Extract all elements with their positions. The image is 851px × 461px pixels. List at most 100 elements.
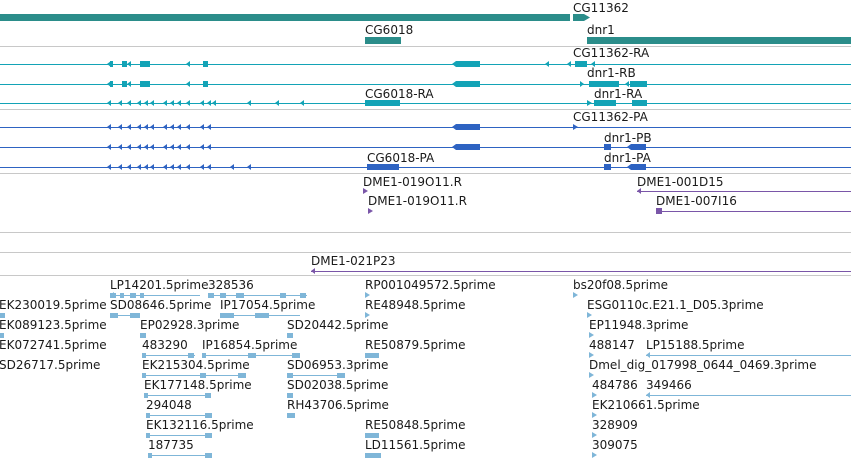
est-label[interactable]: EK215304.5prime xyxy=(142,358,250,372)
est-arrow xyxy=(646,352,650,358)
rna-exon-arrow xyxy=(212,100,216,106)
est-label[interactable]: 187735 xyxy=(148,438,194,452)
pep-exon xyxy=(456,144,480,150)
pep-exon-arrow xyxy=(144,164,148,170)
est-feature xyxy=(280,293,286,298)
est-label[interactable]: LD11561.5prime xyxy=(365,438,466,452)
est-label[interactable]: EK089123.5prime xyxy=(0,318,107,332)
pep-exon-arrow xyxy=(177,144,181,150)
rna-label-cg6018-ra[interactable]: CG6018-RA xyxy=(365,87,434,101)
est-feature xyxy=(236,293,244,298)
est-label[interactable]: RP001049572.5prime xyxy=(365,278,496,292)
est-label[interactable]: EP11948.3prime xyxy=(589,318,689,332)
rna-label-cg11362-ra[interactable]: CG11362-RA xyxy=(573,46,650,60)
est-label[interactable]: EK230019.5prime xyxy=(0,298,107,312)
est-label[interactable]: LP14201.5prime xyxy=(110,278,209,292)
est-label[interactable]: 484786 xyxy=(592,378,638,392)
pep-exon-arrow xyxy=(107,164,111,170)
rna-exon-arrow xyxy=(247,100,251,106)
gene-feature-dnr1 xyxy=(587,37,851,44)
pep-exon-arrow xyxy=(170,124,174,130)
pep-exon-arrow xyxy=(107,124,111,130)
pep-label-cg11362-pa[interactable]: CG11362-PA xyxy=(573,110,648,124)
pep-exon-arrow xyxy=(207,164,211,170)
pep-exon-arrow xyxy=(230,164,234,170)
est-label[interactable]: 328536 xyxy=(208,278,254,292)
est-label[interactable]: EK072741.5prime xyxy=(0,338,107,352)
est-feature xyxy=(365,353,379,358)
est-label[interactable]: EK177148.5prime xyxy=(144,378,252,392)
est-feature xyxy=(365,433,379,438)
clone-label-007i16[interactable]: DME1-007I16 xyxy=(656,194,737,208)
rna-exon-arrow xyxy=(300,100,304,106)
pep-exon-arrow xyxy=(573,124,578,130)
est-feature xyxy=(365,453,381,458)
est-label[interactable]: Dmel_dig_017998_0644_0469.3prime xyxy=(589,358,817,372)
est-arrow xyxy=(592,392,597,398)
pep-exon-arrow xyxy=(137,144,141,150)
est-label[interactable]: SD02038.5prime xyxy=(287,378,389,392)
est-label[interactable]: RE50848.5prime xyxy=(365,418,466,432)
est-label[interactable]: ESG0110c.E21.1_D05.3prime xyxy=(587,298,764,312)
pep-exon-arrow xyxy=(186,144,190,150)
clone-label-021p23[interactable]: DME1-021P23 xyxy=(311,254,396,268)
gene-label-cg11362[interactable]: CG11362 xyxy=(573,1,629,15)
rna-exon-arrow xyxy=(587,100,592,106)
pep-label-dnr1-pa[interactable]: dnr1-PA xyxy=(604,151,651,165)
rna-label-dnr1-ra[interactable]: dnr1-RA xyxy=(594,87,643,101)
rna-exon-arrow xyxy=(177,100,181,106)
est-label[interactable]: EK210661.5prime xyxy=(592,398,700,412)
est-arrow xyxy=(589,332,594,338)
est-label[interactable]: 483290 xyxy=(142,338,188,352)
est-label[interactable]: RH43706.5prime xyxy=(287,398,389,412)
est-feature xyxy=(220,293,226,298)
est-label[interactable]: bs20f08.5prime xyxy=(573,278,669,292)
est-arrow xyxy=(365,292,370,298)
est-arrow xyxy=(365,312,370,318)
gene-strand-arrow xyxy=(573,14,590,21)
pep-exon-arrow xyxy=(170,144,174,150)
pep-exon-cg6018 xyxy=(367,164,399,170)
est-label[interactable]: EP02928.3prime xyxy=(140,318,240,332)
gene-label-cg6018[interactable]: CG6018 xyxy=(365,23,414,37)
est-label[interactable]: EK132116.5prime xyxy=(146,418,254,432)
pep-exon-arrow xyxy=(177,124,181,130)
clone-label-019o11-a[interactable]: DME1-019O11.R xyxy=(363,175,462,189)
est-label[interactable]: LP15188.5prime xyxy=(646,338,745,352)
est-arrow xyxy=(110,292,114,298)
est-label[interactable]: IP17054.5prime xyxy=(220,298,316,312)
est-label[interactable]: SD08646.5prime xyxy=(110,298,212,312)
pep-exon-arrow xyxy=(150,164,154,170)
rna-label-dnr1-rb[interactable]: dnr1-RB xyxy=(587,66,636,80)
rna-exon-arrow xyxy=(107,100,111,106)
clone-label-001d15[interactable]: DME1-001D15 xyxy=(637,175,724,189)
pep-exon-arrow xyxy=(200,124,204,130)
est-label[interactable]: SD20442.5prime xyxy=(287,318,389,332)
est-label[interactable]: IP16854.5prime xyxy=(202,338,298,352)
est-label[interactable]: SD26717.5prime xyxy=(0,358,101,372)
pep-label-cg6018-pa[interactable]: CG6018-PA xyxy=(367,151,435,165)
pep-exon-arrow xyxy=(627,144,631,150)
est-arrow xyxy=(592,432,597,438)
clone-label-019o11-b[interactable]: DME1-019O11.R xyxy=(368,194,467,208)
est-label[interactable]: 349466 xyxy=(646,378,692,392)
pep-exon-arrow xyxy=(163,144,167,150)
gene-label-dnr1[interactable]: dnr1 xyxy=(587,23,615,37)
est-label[interactable]: 328909 xyxy=(592,418,638,432)
est-label[interactable]: RE50879.5prime xyxy=(365,338,466,352)
est-label[interactable]: 488147 xyxy=(589,338,635,352)
est-feature xyxy=(287,373,293,378)
est-label[interactable]: 294048 xyxy=(146,398,192,412)
est-label[interactable]: 309075 xyxy=(592,438,638,452)
est-feature xyxy=(238,373,246,378)
pep-exon xyxy=(456,124,480,130)
est-label[interactable]: RE48948.5prime xyxy=(365,298,466,312)
est-label[interactable]: SD06953.3prime xyxy=(287,358,389,372)
pep-exon-arrow xyxy=(186,164,190,170)
est-feature xyxy=(130,313,140,318)
pep-label-dnr1-pb[interactable]: dnr1-PB xyxy=(604,131,652,145)
pep-exon-arrow xyxy=(207,124,211,130)
est-arrow xyxy=(573,292,578,298)
pep-exon-arrow xyxy=(144,144,148,150)
